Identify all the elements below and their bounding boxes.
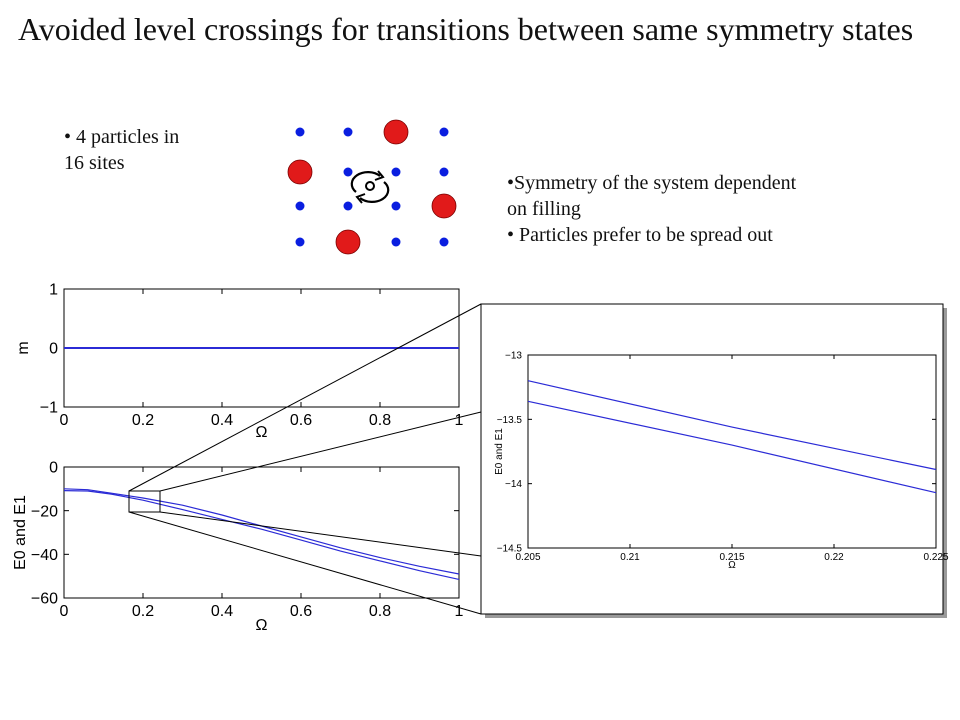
zoom-connector-line xyxy=(159,411,482,492)
bullet-text: 16 sites xyxy=(64,152,125,174)
x-tick-label: 0.6 xyxy=(290,412,312,429)
lattice-site xyxy=(439,167,449,177)
y-tick-label: 1 xyxy=(49,282,58,299)
x-tick-label: 0 xyxy=(60,603,69,620)
series-line xyxy=(527,380,937,471)
y-axis-label: E0 and E1 xyxy=(494,428,505,475)
bullet-text: •Symmetry of the system dependent xyxy=(507,172,797,194)
rotation-arrow-upper xyxy=(350,171,381,193)
x-tick-label: 1 xyxy=(455,412,464,429)
particle-large xyxy=(431,193,457,219)
y-tick-label: −40 xyxy=(31,547,58,564)
x-tick-label: 0.8 xyxy=(369,412,391,429)
y-tick-label: −20 xyxy=(31,503,58,520)
lattice-site xyxy=(343,201,353,211)
rotation-arrow-lower xyxy=(359,181,390,203)
plot-area xyxy=(527,354,937,549)
bullet-text: • 4 particles in xyxy=(64,126,180,148)
x-tick-label: 0.8 xyxy=(369,603,391,620)
y-tick-label: −1 xyxy=(40,400,58,417)
lattice-site xyxy=(439,127,449,137)
x-tick-label: 0.2 xyxy=(132,412,154,429)
lattice-site xyxy=(295,127,305,137)
series-line xyxy=(63,488,460,575)
rotation-arrowhead xyxy=(355,193,366,204)
x-tick-label: 0.6 xyxy=(290,603,312,620)
x-tick-label: 1 xyxy=(455,603,464,620)
bullet-list-right: •Symmetry of the system dependent on fil… xyxy=(507,170,796,248)
x-tick-label: 0.21 xyxy=(620,552,640,563)
x-axis-label: Ω xyxy=(256,424,268,441)
y-tick-label: −14.5 xyxy=(497,544,523,555)
zoom-plot: 0.205 0.21 0.215 0.22 0.225 −13 −13.5 −14 −14.5 Ω… xyxy=(494,351,949,572)
x-axis-label: Ω xyxy=(728,560,736,571)
bullet-text: • Particles prefer to be spread out xyxy=(507,224,773,246)
particle-large xyxy=(383,119,409,145)
lattice-site xyxy=(295,201,305,211)
lattice-site xyxy=(391,201,401,211)
lattice-site xyxy=(343,127,353,137)
x-tick-label: 0.22 xyxy=(824,552,844,563)
lattice-diagram xyxy=(287,119,457,255)
x-tick-label: 0.2 xyxy=(132,603,154,620)
zoom-selection-box xyxy=(128,490,161,513)
y-tick-label: −60 xyxy=(31,591,58,608)
y-axis-label: E0 and E1 xyxy=(12,495,29,570)
m-plot: 0 0.2 0.4 0.6 0.8 110−1Ωm xyxy=(15,282,464,441)
x-tick-label: 0.4 xyxy=(211,412,233,429)
zoom-connector-line xyxy=(159,511,482,557)
particle-large xyxy=(335,229,361,255)
bullet-list-left: • 4 particles in 16 sites xyxy=(64,124,179,176)
lattice-site xyxy=(391,167,401,177)
bullet-text: on filling xyxy=(507,198,581,220)
x-tick-label: 0 xyxy=(60,412,69,429)
y-tick-label: 0 xyxy=(49,460,58,477)
energy-plot: 0 0.2 0.4 0.6 0.8 1 0 −20 −40 −60 Ω E0 and E1 xyxy=(12,460,464,634)
lattice-site xyxy=(391,237,401,247)
y-tick-label: −14 xyxy=(505,479,522,490)
rotation-arrow-icon xyxy=(350,170,390,204)
lattice-site xyxy=(439,237,449,247)
series-line xyxy=(527,400,937,494)
zoom-connector-line xyxy=(128,511,482,615)
series-line xyxy=(63,490,460,580)
x-tick-label: 0.225 xyxy=(923,552,948,563)
lattice-site xyxy=(343,167,353,177)
zoom-connector-line xyxy=(128,303,482,492)
x-tick-label: 0.205 xyxy=(515,552,540,563)
x-tick-label: 0.4 xyxy=(211,603,233,620)
rotation-center xyxy=(365,181,375,191)
y-tick-label: −13 xyxy=(505,351,522,362)
y-tick-label: −13.5 xyxy=(497,415,523,426)
y-axis-label: m xyxy=(15,341,32,354)
lattice-site xyxy=(295,237,305,247)
rotation-arrowhead xyxy=(374,170,385,181)
plot-area xyxy=(63,466,460,599)
slide-title: Avoided level crossings for transitions … xyxy=(18,11,914,47)
particle-large xyxy=(287,159,313,185)
x-axis-label: Ω xyxy=(256,617,268,634)
x-tick-label: 0.215 xyxy=(719,552,744,563)
y-tick-label: 0 xyxy=(49,341,58,358)
